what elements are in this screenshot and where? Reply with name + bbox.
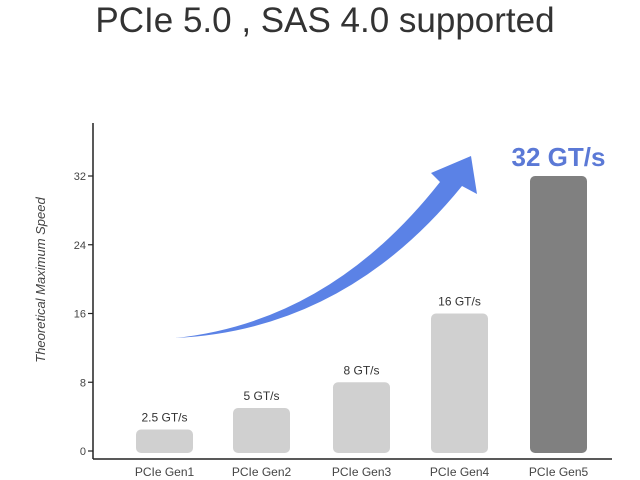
bar-pcie-gen2: [233, 408, 290, 453]
x-tick-label: PCIe Gen1: [135, 465, 195, 479]
x-tick-label: PCIe Gen4: [430, 465, 490, 479]
y-tick-label: 16: [74, 309, 86, 321]
y-tick-label: 24: [74, 240, 86, 252]
y-axis-label: Theoretical Maximum Speed: [33, 197, 48, 363]
bar-pcie-gen4: [431, 313, 488, 453]
growth-arrow-icon: [175, 156, 477, 338]
data-label: 16 GT/s: [438, 295, 481, 309]
x-tick-label: PCIe Gen2: [232, 465, 292, 479]
data-label: 32 GT/s: [512, 142, 606, 172]
y-tick-label: 32: [74, 171, 86, 183]
data-label: 2.5 GT/s: [141, 411, 187, 425]
x-tick-label: PCIe Gen3: [332, 465, 392, 479]
bar-pcie-gen5: [530, 176, 587, 453]
x-tick-label: PCIe Gen5: [529, 465, 589, 479]
y-tick-label: 8: [80, 377, 86, 389]
bar-pcie-gen3: [333, 382, 390, 453]
data-label: 5 GT/s: [243, 389, 279, 403]
y-tick-label: 0: [80, 446, 86, 458]
data-label: 8 GT/s: [343, 363, 379, 377]
chart-title: PCIe 5.0 , SAS 4.0 supported: [95, 1, 554, 40]
bar-pcie-gen1: [136, 429, 193, 453]
